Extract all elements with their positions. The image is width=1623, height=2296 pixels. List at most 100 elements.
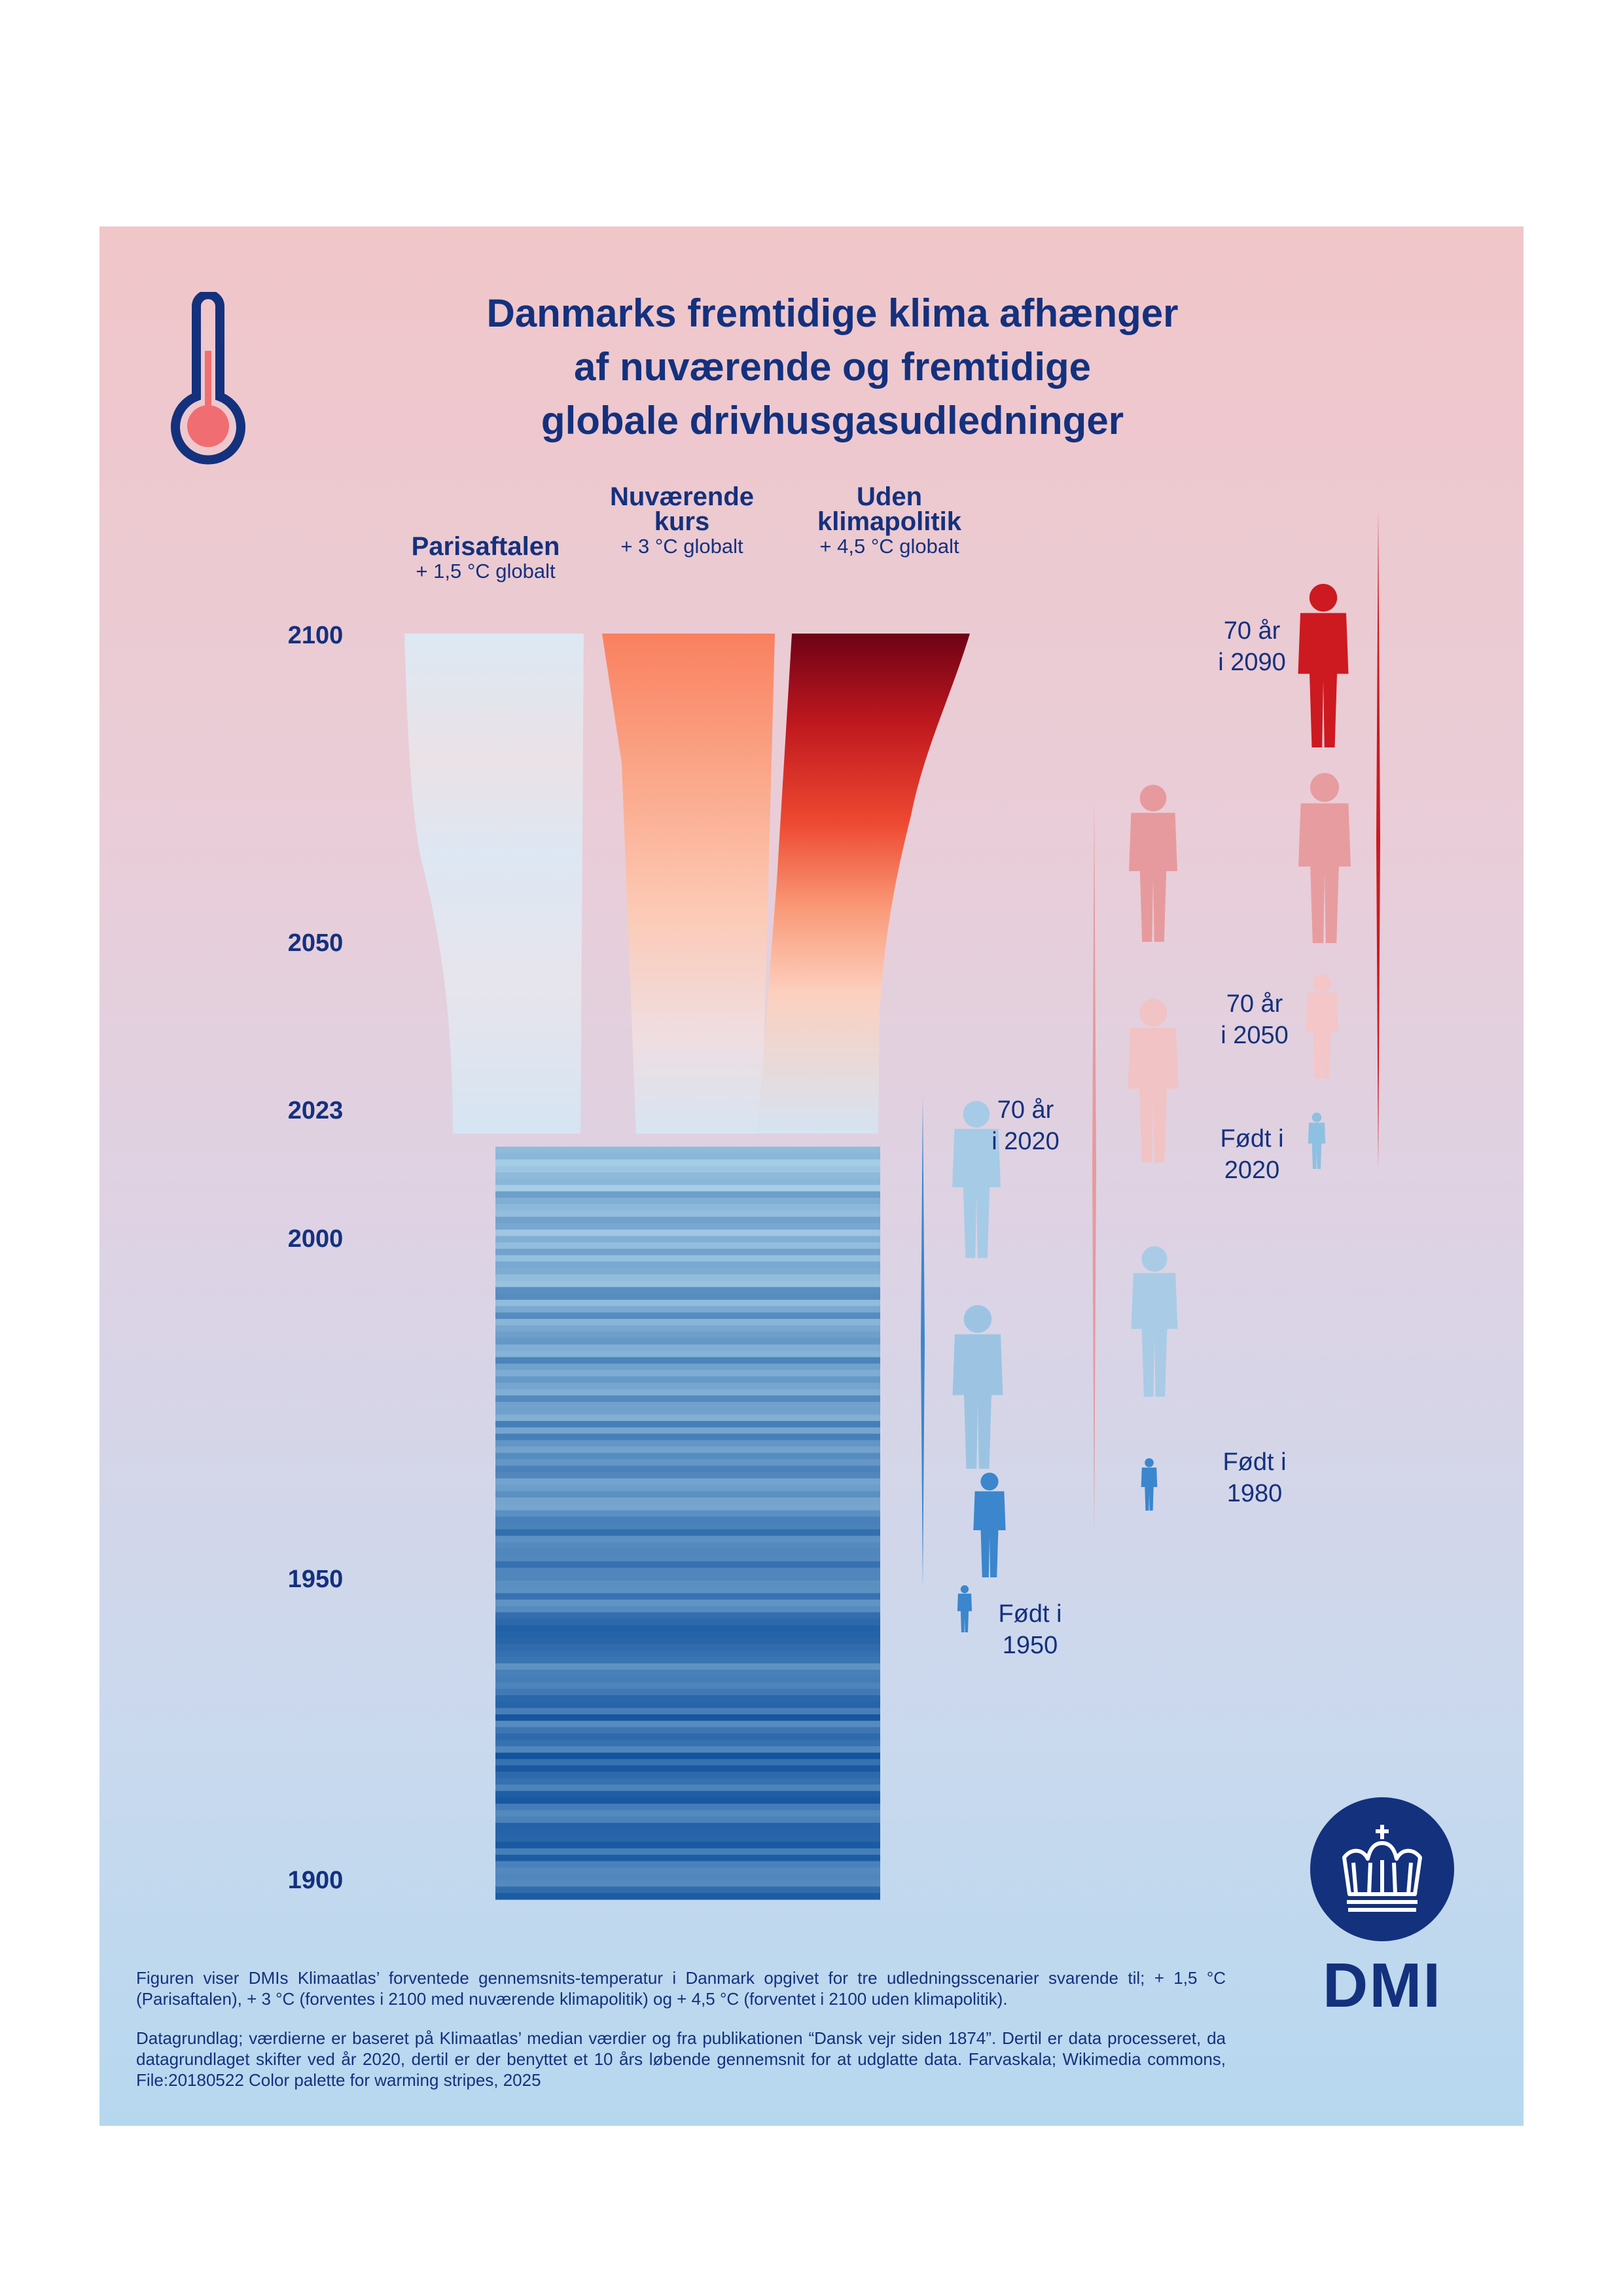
historic-stripe <box>495 1204 880 1211</box>
year-label: 1900 <box>287 1867 344 1894</box>
historic-stripe <box>495 1197 880 1205</box>
historic-stripe <box>495 1255 880 1263</box>
historic-stripe <box>495 1319 880 1326</box>
historic-stripe <box>495 1516 880 1524</box>
historic-stripe <box>495 1701 880 1709</box>
historic-stripe <box>495 1325 880 1333</box>
historic-stripe <box>495 1561 880 1568</box>
adult-figure <box>1131 1246 1178 1397</box>
historic-stripe <box>495 1166 880 1173</box>
historic-stripe <box>495 1440 880 1447</box>
adult-figure <box>1128 999 1179 1162</box>
crown-icon <box>1310 1797 1454 1941</box>
historic-stripe <box>495 1484 880 1492</box>
scenario-name: Uden <box>857 482 922 511</box>
historic-stripe <box>495 1650 880 1658</box>
historic-stripe <box>495 1261 880 1268</box>
historic-stripe <box>495 1657 880 1664</box>
timeline-bar-1950 <box>921 1097 925 1588</box>
historic-stripe <box>495 1299 880 1307</box>
historic-stripe <box>495 1593 880 1600</box>
historic-stripe <box>495 1829 880 1837</box>
historic-stripe <box>495 1446 880 1454</box>
historic-stripe <box>495 1663 880 1670</box>
title-line: Danmarks fremtidige klima afhænger <box>486 291 1179 335</box>
historic-stripe <box>495 1408 880 1415</box>
page-title: Danmarks fremtidige klima afhænger af nu… <box>427 287 1238 448</box>
baby-figure <box>1308 1113 1326 1169</box>
historic-stripe <box>495 1880 880 1888</box>
footnote-paragraph: Datagrundlag; værdierne er baseret på Kl… <box>136 2028 1226 2090</box>
historic-stripe <box>495 1835 880 1842</box>
historic-stripe <box>495 1159 880 1166</box>
historic-stripe <box>495 1498 880 1505</box>
historic-stripe <box>495 1248 880 1256</box>
historic-stripe <box>495 1554 880 1562</box>
footnotes: Figuren viser DMIs Klimaatlas’ forvented… <box>136 1967 1226 2109</box>
footnote-paragraph: Figuren viser DMIs Klimaatlas’ forvented… <box>136 1968 1226 2009</box>
elder-figure <box>1129 785 1177 942</box>
historic-stripe <box>495 1803 880 1811</box>
people-figures <box>921 511 1380 1632</box>
historic-stripe <box>495 1185 880 1192</box>
year-label: 2023 <box>287 1097 344 1124</box>
historic-stripe <box>495 1670 880 1677</box>
baby-figure <box>957 1585 972 1632</box>
historic-stripe <box>495 1848 880 1856</box>
historic-stripe <box>495 1778 880 1785</box>
paris-stripe <box>404 634 584 1134</box>
historic-stripe <box>495 1874 880 1881</box>
timeline-bar-1980 <box>1092 798 1096 1535</box>
historic-stripe <box>495 1605 880 1613</box>
born-label-2020: Født i 2020 <box>1196 1123 1308 1186</box>
age70-label-1950: 70 år i 2020 <box>970 1094 1081 1157</box>
historic-stripe <box>495 1765 880 1772</box>
year-label: 2050 <box>287 929 344 957</box>
historic-stripe <box>495 1861 880 1868</box>
child-figure <box>973 1473 1006 1577</box>
historic-stripe <box>495 1147 880 1154</box>
historic-stripe <box>495 1395 880 1403</box>
historic-stripes <box>495 1147 880 1900</box>
historic-stripe <box>495 1772 880 1779</box>
timeline-bar-2020 <box>1376 511 1380 1169</box>
historic-stripe <box>495 1612 880 1619</box>
age70-label-1980: 70 år i 2050 <box>1199 988 1310 1051</box>
historic-stripe <box>495 1708 880 1715</box>
historic-stripe <box>495 1523 880 1530</box>
historic-stripe <box>495 1191 880 1198</box>
scenario-current-course: Nuværende kurs + 3 °C globalt <box>558 484 806 558</box>
label-line: i 2020 <box>991 1128 1060 1155</box>
historic-stripe <box>495 1573 880 1581</box>
child-figure <box>1306 974 1338 1079</box>
scenario-name: klimapolitik <box>817 507 962 536</box>
historic-stripe <box>495 1491 880 1498</box>
historic-stripe <box>495 1542 880 1549</box>
historic-stripe <box>495 1714 880 1721</box>
thermometer-icon <box>171 292 245 465</box>
born-label-1980: Født i 1980 <box>1199 1446 1310 1509</box>
historic-stripe <box>495 1178 880 1186</box>
elder-figure <box>952 1101 1001 1258</box>
historic-stripe <box>495 1268 880 1275</box>
historic-stripe <box>495 1350 880 1358</box>
scenario-name: kurs <box>654 507 710 536</box>
year-label: 2000 <box>287 1225 344 1253</box>
historic-stripe <box>495 1510 880 1517</box>
label-line: 1980 <box>1226 1480 1283 1507</box>
historic-stripe <box>495 1721 880 1728</box>
scenario-no-policy: Uden klimapolitik + 4,5 °C globalt <box>765 484 1014 558</box>
dmi-logo: DMI <box>1284 1797 1480 2018</box>
historic-stripe <box>495 1236 880 1243</box>
historic-stripe <box>495 1842 880 1849</box>
scenario-name: Nuværende <box>609 482 755 511</box>
label-line: 70 år <box>1226 990 1283 1018</box>
historic-stripe <box>495 1676 880 1683</box>
historic-stripe <box>495 1376 880 1384</box>
label-line: 1950 <box>1002 1632 1058 1659</box>
historic-stripe <box>495 1414 880 1422</box>
historic-stripe <box>495 1740 880 1747</box>
historic-stripe <box>495 1223 880 1230</box>
scenario-name: Parisaftalen <box>411 532 560 561</box>
label-line: i 2090 <box>1218 649 1286 676</box>
